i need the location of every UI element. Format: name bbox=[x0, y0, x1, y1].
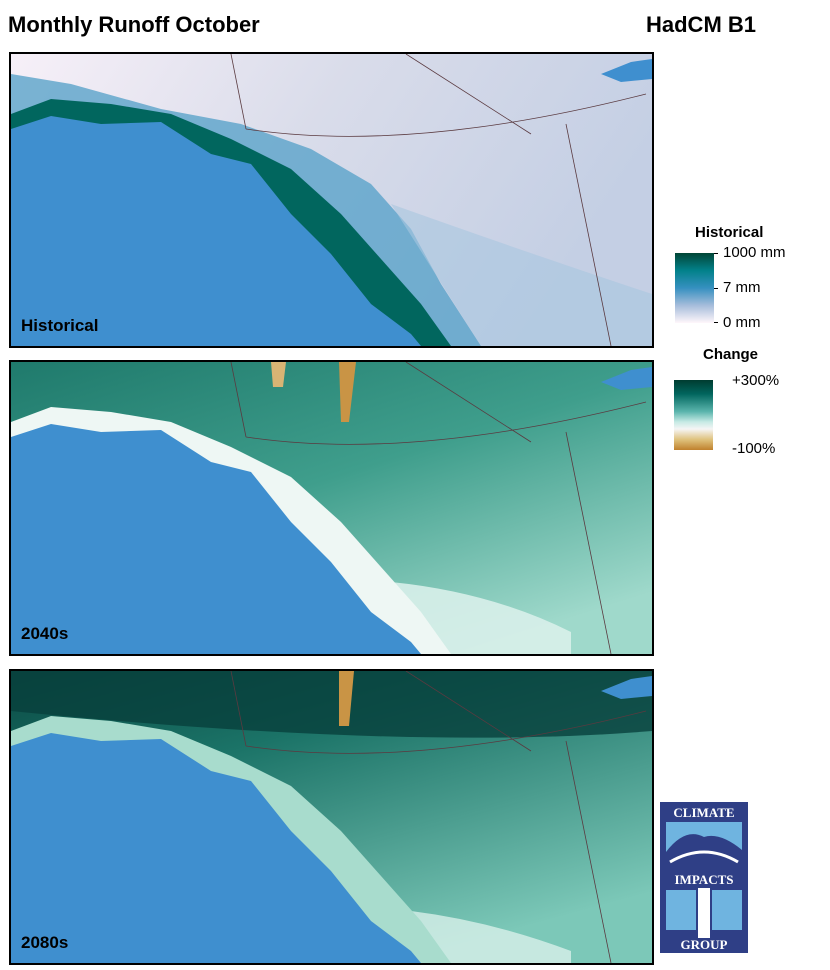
svg-text:IMPACTS: IMPACTS bbox=[675, 872, 734, 887]
climate-impacts-group-logo: CLIMATE IMPACTS GROUP bbox=[660, 802, 748, 953]
map-panel-2040s: 2040s bbox=[9, 360, 654, 656]
panel-label: 2040s bbox=[21, 624, 69, 643]
change-2080s-map bbox=[11, 671, 652, 963]
legend-label-plus300: +300% bbox=[732, 372, 780, 389]
change-colorbar bbox=[674, 380, 713, 450]
tick bbox=[714, 253, 718, 254]
legend-historical-title: Historical bbox=[695, 224, 764, 241]
panel-label: Historical bbox=[21, 316, 99, 335]
svg-text:CLIMATE: CLIMATE bbox=[673, 805, 734, 820]
svg-text:GROUP: GROUP bbox=[681, 937, 728, 952]
historical-runoff-map bbox=[11, 54, 652, 346]
legend-label-min: 0 mm bbox=[723, 314, 761, 331]
legend-label-mid: 7 mm bbox=[723, 279, 761, 296]
legend-label-max: 1000 mm bbox=[723, 244, 786, 261]
historical-colorbar bbox=[675, 253, 714, 323]
tick bbox=[714, 288, 718, 289]
legend-change-title: Change bbox=[703, 346, 759, 363]
legend-label-minus100: -100% bbox=[732, 440, 776, 457]
panel-label: 2080s bbox=[21, 933, 69, 952]
figure-title: Monthly Runoff October bbox=[8, 12, 260, 37]
map-panel-historical: Historical bbox=[9, 52, 654, 348]
model-label: HadCM B1 bbox=[646, 12, 757, 37]
tick bbox=[714, 322, 718, 323]
change-2040s-map bbox=[11, 362, 652, 654]
map-panel-2080s: 2080s bbox=[9, 669, 654, 965]
